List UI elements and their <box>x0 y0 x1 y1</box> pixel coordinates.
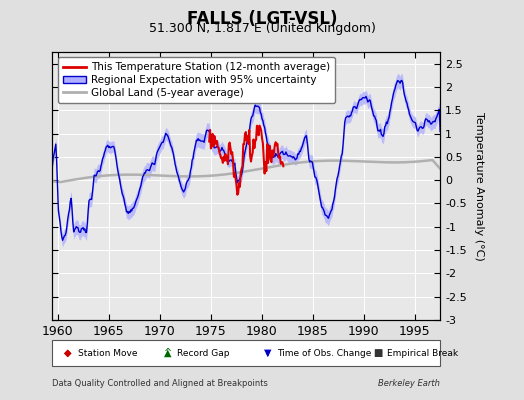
Text: Data Quality Controlled and Aligned at Breakpoints: Data Quality Controlled and Aligned at B… <box>52 379 268 388</box>
Y-axis label: Temperature Anomaly (°C): Temperature Anomaly (°C) <box>474 112 484 260</box>
Text: Empirical Break: Empirical Break <box>387 348 458 358</box>
Text: v: v <box>265 348 270 358</box>
Text: FALLS (LGT-VSL): FALLS (LGT-VSL) <box>187 10 337 28</box>
Text: ◆: ◆ <box>64 348 72 358</box>
Text: Time of Obs. Change: Time of Obs. Change <box>277 348 371 358</box>
Text: ^: ^ <box>163 348 172 358</box>
Text: 51.300 N, 1.817 E (United Kingdom): 51.300 N, 1.817 E (United Kingdom) <box>149 22 375 35</box>
Text: Station Move: Station Move <box>78 348 137 358</box>
Text: ▲: ▲ <box>164 348 171 358</box>
Text: ■: ■ <box>373 348 382 358</box>
Text: ◆: ◆ <box>64 348 72 358</box>
Text: ▼: ▼ <box>264 348 271 358</box>
Legend: This Temperature Station (12-month average), Regional Expectation with 95% uncer: This Temperature Station (12-month avera… <box>58 57 335 103</box>
Text: Berkeley Earth: Berkeley Earth <box>378 379 440 388</box>
Text: ■: ■ <box>373 348 382 358</box>
Text: Record Gap: Record Gap <box>177 348 230 358</box>
